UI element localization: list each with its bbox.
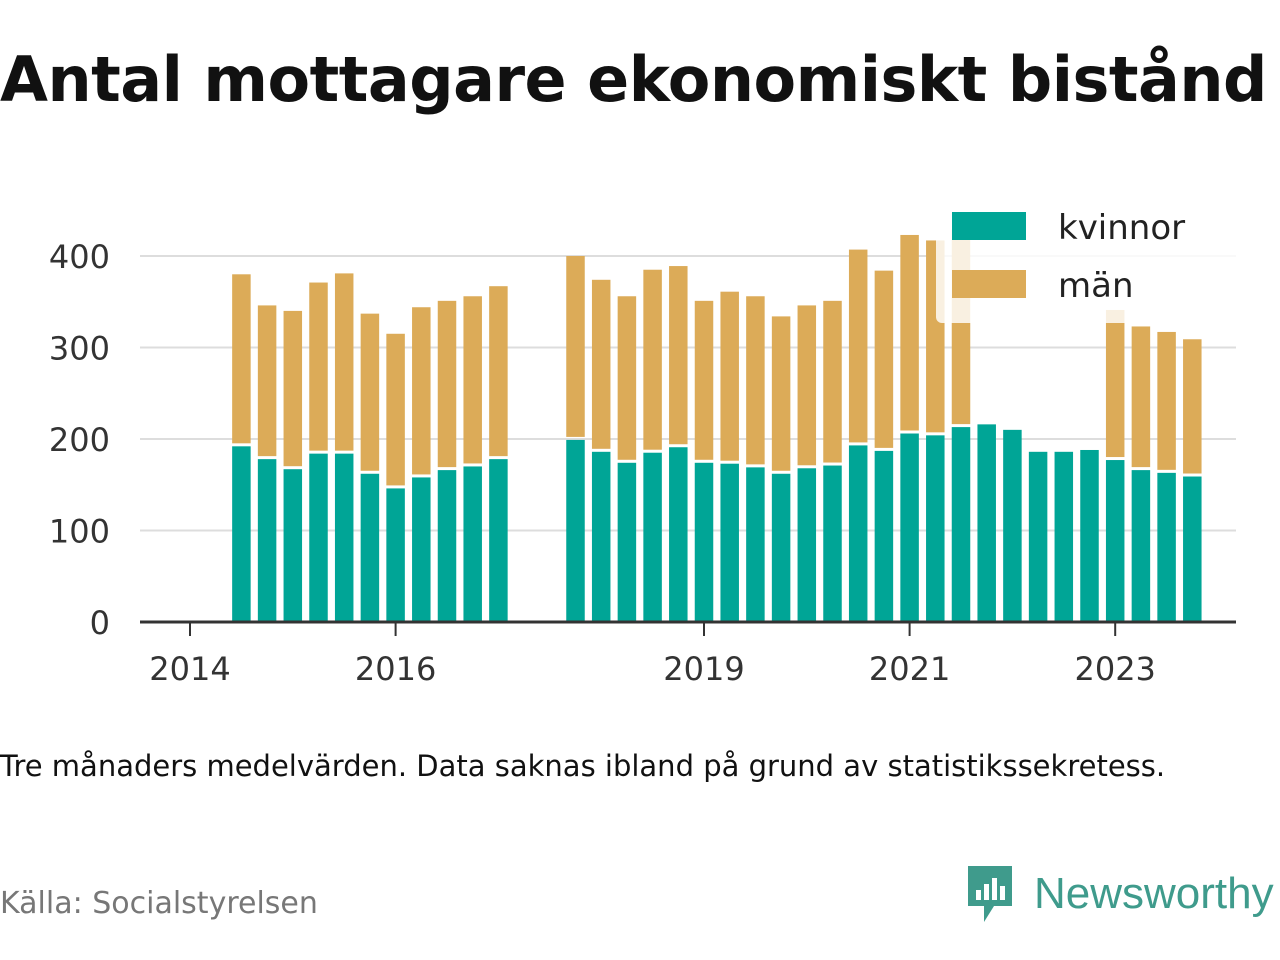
x-tick-label: 2014 xyxy=(149,650,230,688)
bar-kvinnor xyxy=(232,446,251,622)
bar-man xyxy=(463,296,482,464)
bar-kvinnor xyxy=(823,465,842,622)
bar-man xyxy=(823,300,842,463)
y-tick-label: 300 xyxy=(49,330,110,368)
bar-kvinnor xyxy=(771,473,791,622)
brand-name: Newsworthy xyxy=(1034,869,1274,918)
legend-swatch-man xyxy=(952,270,1026,298)
bar-kvinnor xyxy=(1183,476,1202,622)
legend-label-kvinnor: kvinnor xyxy=(1058,208,1185,248)
bar-kvinnor xyxy=(643,452,662,622)
bar-kvinnor xyxy=(437,470,457,622)
bar-kvinnor xyxy=(1105,460,1125,622)
bar-kvinnor xyxy=(720,463,739,622)
bar-kvinnor xyxy=(694,462,714,622)
bar-kvinnor xyxy=(848,445,868,622)
bar-kvinnor xyxy=(900,433,919,622)
bar-kvinnor xyxy=(334,453,354,622)
x-tick-label: 2023 xyxy=(1074,650,1155,688)
legend-label-man: män xyxy=(1058,266,1134,306)
y-tick-label: 200 xyxy=(49,421,110,459)
chart-note: Tre månaders medelvärden. Data saknas ib… xyxy=(0,749,1166,783)
bar-man xyxy=(694,300,714,460)
bar-man xyxy=(900,234,919,431)
bar-kvinnor xyxy=(489,459,508,622)
bar-man xyxy=(257,305,277,457)
bar-kvinnor xyxy=(1157,472,1176,622)
bar-kvinnor xyxy=(386,488,405,622)
bar-kvinnor xyxy=(1003,429,1022,622)
bar-kvinnor xyxy=(797,468,817,622)
bar-kvinnor xyxy=(309,453,328,622)
bar-kvinnor xyxy=(283,469,303,622)
y-tick-label: 400 xyxy=(49,238,110,276)
bar-chart: 0 100 200 300 400 2014 2016 2019 2021 2023 kvinnor… xyxy=(48,208,1236,688)
bar-kvinnor xyxy=(1080,449,1099,622)
bar-kvinnor xyxy=(1054,451,1074,622)
bar-kvinnor xyxy=(874,450,894,622)
bar-kvinnor xyxy=(257,459,277,622)
bar-kvinnor xyxy=(360,473,380,622)
bar-man xyxy=(360,313,380,471)
bar-kvinnor xyxy=(669,447,688,622)
bar-man xyxy=(1131,326,1151,468)
bar-kvinnor xyxy=(746,467,765,622)
bar-man xyxy=(720,291,739,461)
x-tick-label: 2021 xyxy=(869,650,950,688)
bar-kvinnor xyxy=(412,477,431,622)
bar-man xyxy=(309,282,328,451)
bar-kvinnor xyxy=(1131,470,1151,622)
bar-kvinnor xyxy=(566,439,585,622)
legend-swatch-kvinnor xyxy=(952,212,1026,240)
y-tick-label: 100 xyxy=(49,513,110,551)
brand-logo[interactable]: Newsworthy xyxy=(964,862,1274,926)
bar-man xyxy=(669,266,688,445)
bar-man xyxy=(1183,339,1202,474)
bar-kvinnor xyxy=(977,424,996,622)
bar-man xyxy=(334,273,354,451)
bar-man xyxy=(746,296,765,465)
bar-man xyxy=(437,300,457,468)
bar-kvinnor xyxy=(1028,451,1048,622)
y-tick-label: 0 xyxy=(90,604,110,642)
bar-man xyxy=(874,270,894,448)
newsworthy-logo-icon xyxy=(968,866,1012,922)
bar-man xyxy=(848,249,868,443)
bar-kvinnor xyxy=(951,427,971,622)
bar-man xyxy=(797,305,817,466)
bar-man xyxy=(232,274,251,444)
bar-man xyxy=(1105,309,1125,458)
bar-man xyxy=(412,307,431,475)
x-tick-label: 2016 xyxy=(355,650,436,688)
chart-title: Antal mottagare ekonomiskt bistånd xyxy=(0,43,1267,116)
bar-kvinnor xyxy=(463,466,482,622)
x-tick-label: 2019 xyxy=(663,650,744,688)
bar-man xyxy=(489,286,508,457)
bar-man xyxy=(617,296,637,460)
bar-kvinnor xyxy=(617,462,637,622)
bar-man xyxy=(386,333,405,486)
bar-man xyxy=(771,316,791,471)
source-label: Källa: Socialstyrelsen xyxy=(0,886,318,921)
bar-man xyxy=(1157,331,1176,470)
bar-man xyxy=(566,256,585,437)
bar-kvinnor xyxy=(926,435,945,622)
bar-man xyxy=(591,279,611,449)
bar-kvinnor xyxy=(591,451,611,622)
bar-man xyxy=(643,269,662,450)
bar-man xyxy=(283,310,303,467)
